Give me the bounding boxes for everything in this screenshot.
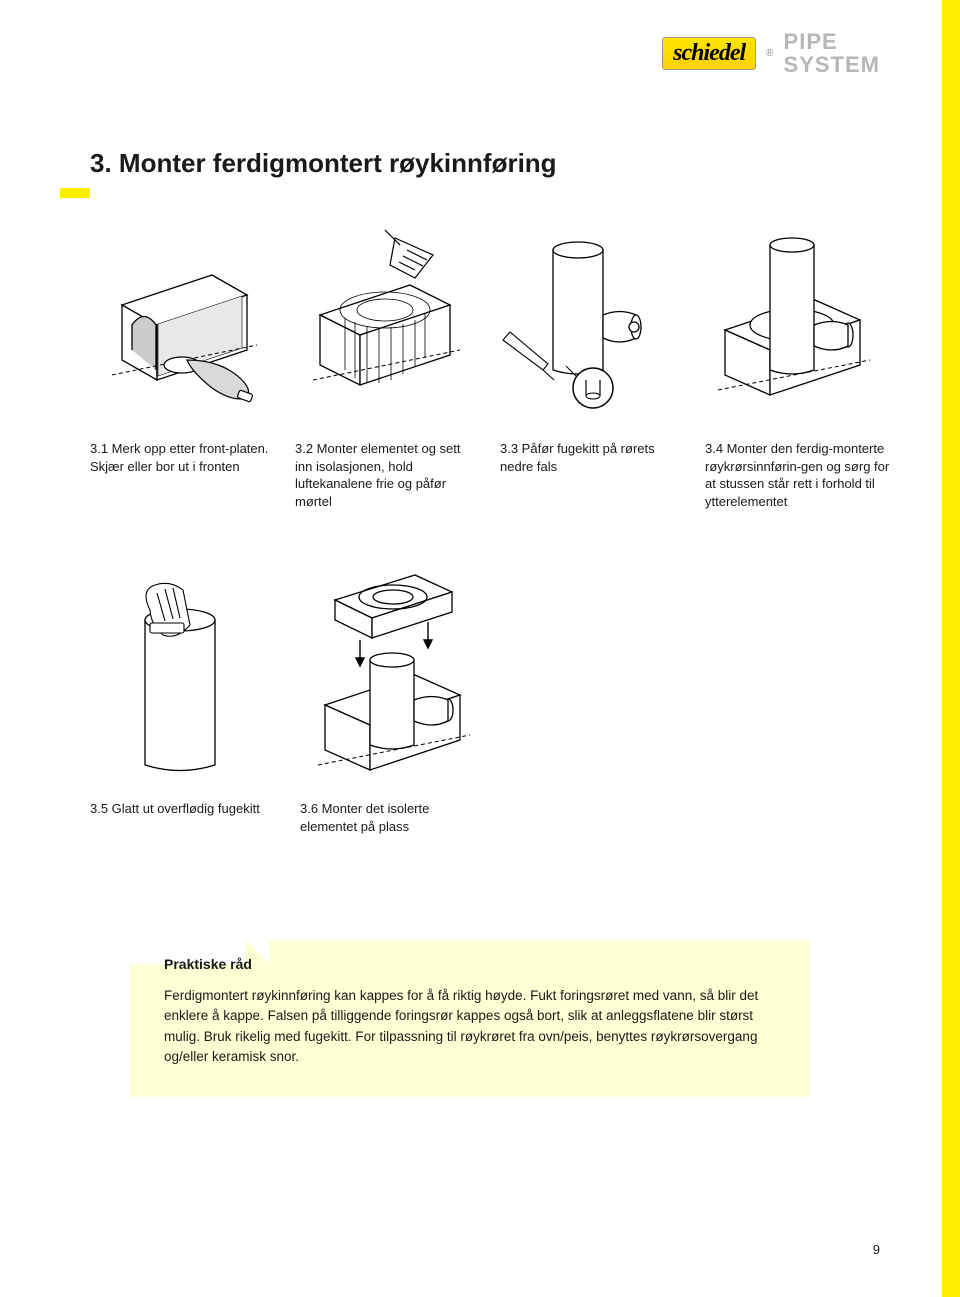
figure-3-2 [293, 210, 476, 420]
page-header: schiedel ® PIPE SYSTEM [662, 30, 880, 76]
figure-row-1 [90, 210, 890, 420]
trademark: ® [766, 48, 773, 59]
figure-3-3 [497, 210, 680, 420]
section-marker [60, 188, 90, 198]
brand-line2: SYSTEM [784, 53, 880, 76]
brand-line1: PIPE [784, 30, 880, 53]
caption-3-4: 3.4 Monter den ferdig-monterte røykrørsi… [705, 440, 890, 510]
caption-3-6: 3.6 Monter det isolerte elementet på pla… [300, 800, 490, 835]
tips-title: Praktiske råd [164, 956, 776, 972]
figure-3-4 [700, 210, 890, 420]
figure-3-1 [90, 210, 273, 420]
tips-body: Ferdigmontert røykinnføring kan kappes f… [164, 986, 776, 1067]
page-number: 9 [873, 1242, 880, 1257]
tips-box: Praktiske råd Ferdigmontert røykinnførin… [130, 940, 810, 1097]
brand-logo: schiedel [662, 37, 756, 70]
caption-3-1: 3.1 Merk opp etter front-platen. Skjær e… [90, 440, 275, 510]
caption-3-3: 3.3 Påfør fugekitt på rørets nedre fals [500, 440, 685, 510]
captions-row-1: 3.1 Merk opp etter front-platen. Skjær e… [90, 440, 890, 510]
caption-3-5: 3.5 Glatt ut overflødig fugekitt [90, 800, 280, 835]
caption-3-2: 3.2 Monter elementet og sett inn isolasj… [295, 440, 480, 510]
figure-row-2 [90, 560, 490, 790]
section-title: 3. Monter ferdigmontert røykinnføring [90, 148, 557, 179]
side-accent-bar [942, 0, 960, 1297]
captions-row-2: 3.5 Glatt ut overflødig fugekitt 3.6 Mon… [90, 800, 490, 835]
figure-3-6 [300, 560, 490, 790]
figure-3-5 [90, 560, 280, 790]
brand-subtitle: PIPE SYSTEM [784, 30, 880, 76]
